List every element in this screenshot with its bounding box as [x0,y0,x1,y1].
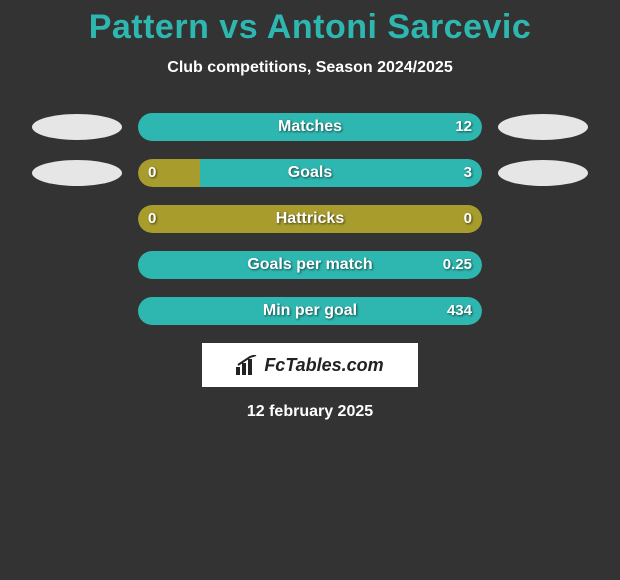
comparison-chart: Matches12 Goals03 Hattricks00 Goals per mat… [0,113,620,325]
stat-row: Min per goal434 [18,297,602,325]
stat-row: Matches12 [18,113,602,141]
bar-right [200,159,482,187]
player-marker-left [32,114,122,140]
bar-track [138,297,482,325]
player-marker-right [498,160,588,186]
stat-row: Goals per match0.25 [18,251,602,279]
bar-right [138,297,482,325]
bar-track [138,159,482,187]
player-marker-right [498,114,588,140]
bar-track [138,113,482,141]
bar-left [138,205,482,233]
player-marker-left [32,160,122,186]
branding-box: FcTables.com [202,343,418,387]
stat-row: Hattricks00 [18,205,602,233]
bar-right [138,251,482,279]
chart-icon [236,355,258,375]
page-title: Pattern vs Antoni Sarcevic [0,0,620,47]
bar-right [138,113,482,141]
bar-left [138,159,200,187]
date-text: 12 february 2025 [0,403,620,421]
branding-text: FcTables.com [264,355,383,376]
subtitle: Club competitions, Season 2024/2025 [0,59,620,77]
bar-track [138,205,482,233]
stat-row: Goals03 [18,159,602,187]
bar-track [138,251,482,279]
